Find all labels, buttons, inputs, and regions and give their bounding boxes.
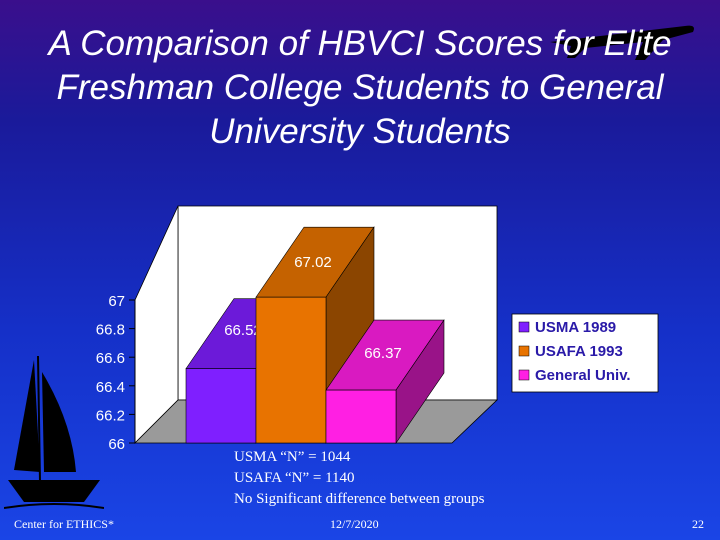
bar-data-label: 66.52 bbox=[224, 322, 262, 339]
sample-size-usma: USMA “N” = 1044 bbox=[234, 449, 351, 465]
bar-front-face bbox=[255, 296, 327, 444]
y-tick-label: 66.4 bbox=[96, 379, 125, 396]
legend-label: General Univ. bbox=[535, 367, 631, 384]
y-tick-label: 66.8 bbox=[96, 322, 125, 339]
legend-label: USMA 1989 bbox=[535, 319, 616, 336]
legend-swatch bbox=[518, 345, 530, 357]
footer-date: 12/7/2020 bbox=[330, 517, 379, 531]
airplane-icon bbox=[550, 25, 694, 61]
sailboat-icon bbox=[4, 355, 104, 509]
bar-data-label: 66.37 bbox=[364, 345, 402, 362]
y-tick-label: 66.6 bbox=[96, 350, 125, 367]
slide-title: A Comparison of HBVCI Scores for Elite F… bbox=[48, 24, 672, 151]
bar-data-label: 67.02 bbox=[294, 254, 332, 271]
bar-front-face bbox=[185, 368, 257, 444]
footer-org: Center for ETHICS* bbox=[14, 517, 114, 531]
y-tick-label: 67 bbox=[108, 293, 125, 310]
legend-swatch bbox=[518, 321, 530, 333]
y-tick-label: 66 bbox=[108, 436, 125, 453]
sample-size-usafa: USAFA “N” = 1140 bbox=[234, 470, 355, 486]
significance-note: No Significant difference between groups bbox=[234, 491, 485, 507]
bar-front-face bbox=[325, 389, 397, 444]
legend-swatch bbox=[518, 369, 530, 381]
legend-box bbox=[511, 313, 659, 393]
footer-page-number: 22 bbox=[692, 517, 704, 531]
y-tick-label: 66.2 bbox=[96, 407, 125, 424]
legend-label: USAFA 1993 bbox=[535, 343, 623, 360]
